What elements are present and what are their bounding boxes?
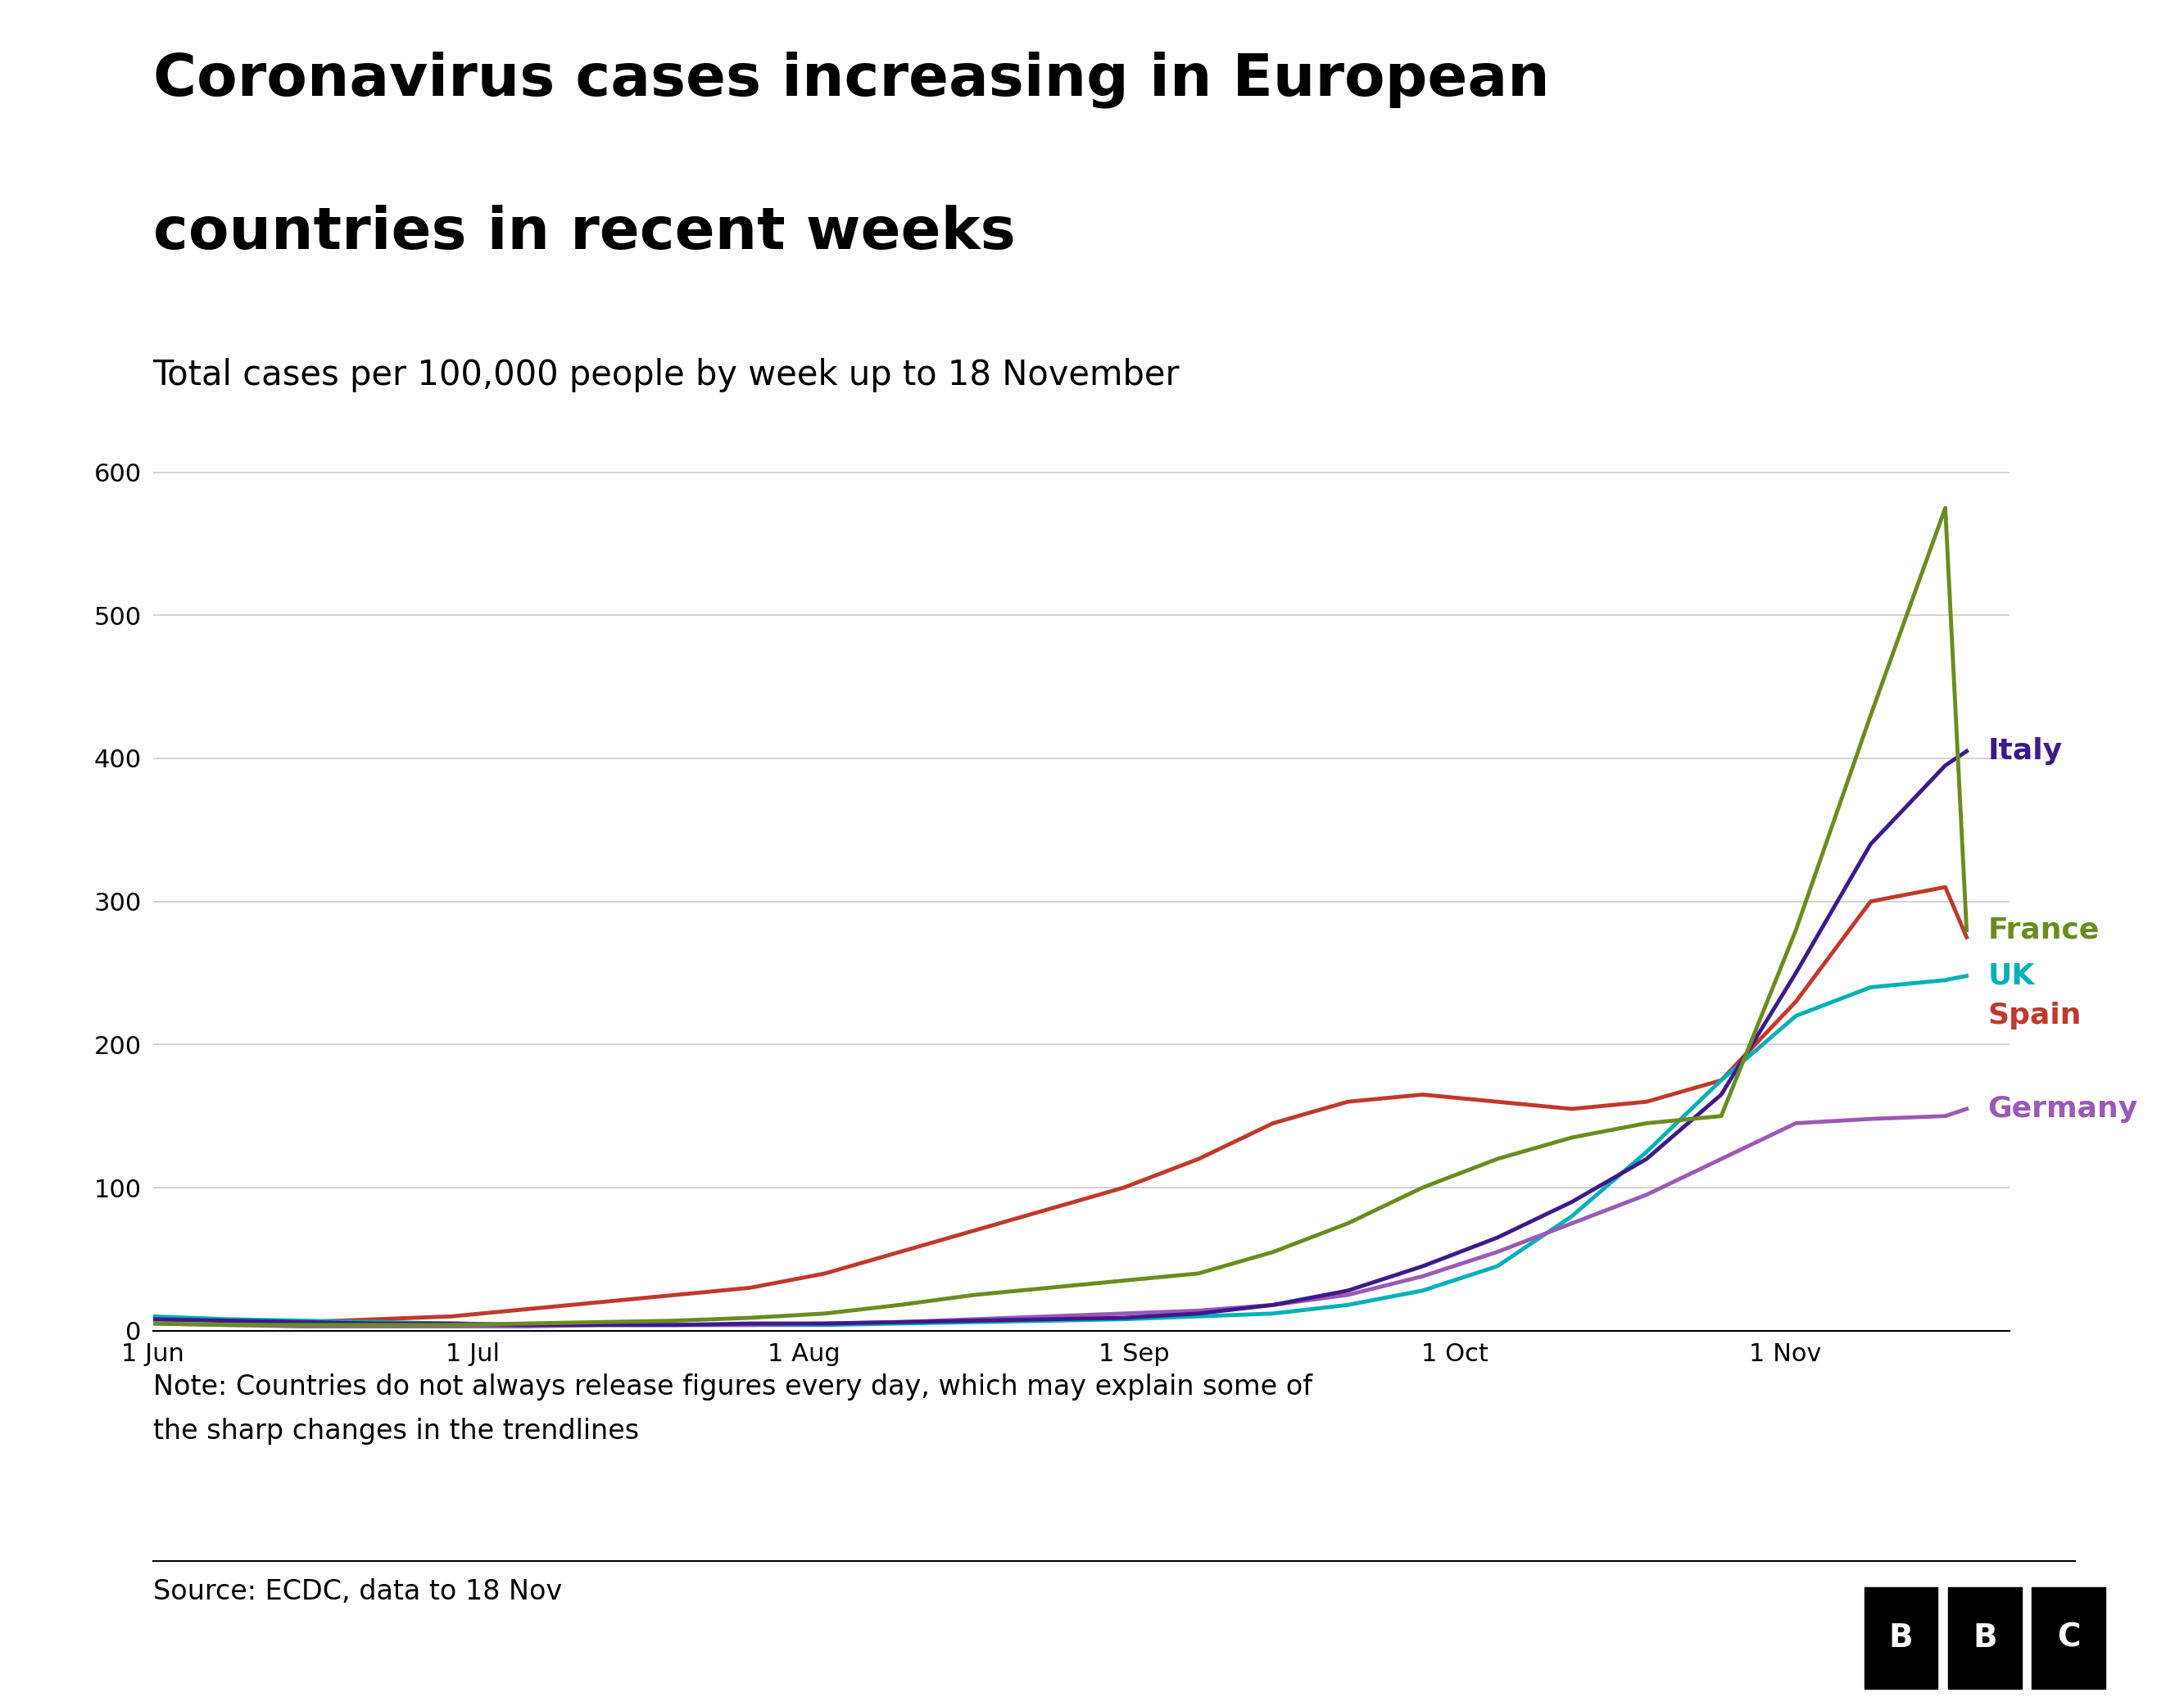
- Text: B: B: [1889, 1622, 1913, 1653]
- Text: France: France: [1987, 916, 2099, 943]
- Text: C: C: [2057, 1622, 2081, 1653]
- Text: Spain: Spain: [1987, 1001, 2081, 1030]
- Text: Source: ECDC, data to 18 Nov: Source: ECDC, data to 18 Nov: [153, 1578, 561, 1605]
- Text: Italy: Italy: [1987, 737, 2062, 764]
- Text: Coronavirus cases increasing in European: Coronavirus cases increasing in European: [153, 51, 1548, 107]
- Text: Note: Countries do not always release figures every day, which may explain some : Note: Countries do not always release fi…: [153, 1373, 1313, 1445]
- Text: UK: UK: [1987, 962, 2035, 989]
- Text: Germany: Germany: [1987, 1095, 2138, 1123]
- Text: Total cases per 100,000 people by week up to 18 November: Total cases per 100,000 people by week u…: [153, 358, 1179, 392]
- FancyBboxPatch shape: [2031, 1587, 2105, 1689]
- Text: B: B: [1972, 1622, 1996, 1653]
- FancyBboxPatch shape: [1865, 1587, 1937, 1689]
- Text: countries in recent weeks: countries in recent weeks: [153, 205, 1016, 261]
- FancyBboxPatch shape: [1948, 1587, 2022, 1689]
